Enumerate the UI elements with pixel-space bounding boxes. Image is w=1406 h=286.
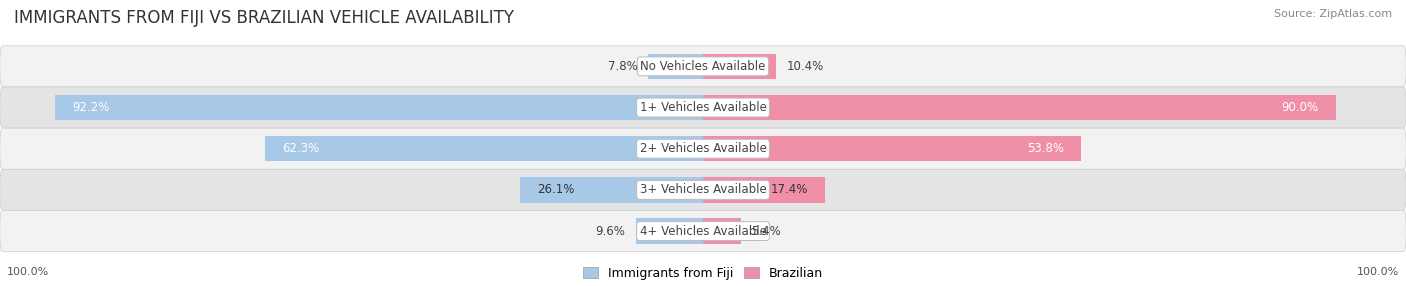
- Bar: [703, 136, 1081, 162]
- FancyBboxPatch shape: [0, 128, 1406, 169]
- Bar: [636, 218, 703, 244]
- Text: 2+ Vehicles Available: 2+ Vehicles Available: [640, 142, 766, 155]
- Bar: [264, 136, 703, 162]
- Text: 100.0%: 100.0%: [1357, 267, 1399, 277]
- Bar: [648, 53, 703, 79]
- FancyBboxPatch shape: [0, 210, 1406, 252]
- Bar: [703, 218, 741, 244]
- Text: 92.2%: 92.2%: [73, 101, 110, 114]
- Bar: [703, 95, 1336, 120]
- Text: 90.0%: 90.0%: [1281, 101, 1319, 114]
- Bar: [520, 177, 703, 203]
- Text: 9.6%: 9.6%: [595, 225, 624, 238]
- Text: 4+ Vehicles Available: 4+ Vehicles Available: [640, 225, 766, 238]
- Bar: [703, 177, 825, 203]
- Text: Source: ZipAtlas.com: Source: ZipAtlas.com: [1274, 9, 1392, 19]
- Text: 100.0%: 100.0%: [7, 267, 49, 277]
- Text: IMMIGRANTS FROM FIJI VS BRAZILIAN VEHICLE AVAILABILITY: IMMIGRANTS FROM FIJI VS BRAZILIAN VEHICL…: [14, 9, 515, 27]
- Legend: Immigrants from Fiji, Brazilian: Immigrants from Fiji, Brazilian: [583, 267, 823, 280]
- Text: 7.8%: 7.8%: [607, 60, 638, 73]
- Text: 62.3%: 62.3%: [283, 142, 319, 155]
- Text: 26.1%: 26.1%: [537, 183, 575, 196]
- Text: 53.8%: 53.8%: [1026, 142, 1064, 155]
- Text: No Vehicles Available: No Vehicles Available: [640, 60, 766, 73]
- Bar: [55, 95, 703, 120]
- FancyBboxPatch shape: [0, 169, 1406, 210]
- Text: 10.4%: 10.4%: [787, 60, 824, 73]
- Text: 5.4%: 5.4%: [752, 225, 782, 238]
- FancyBboxPatch shape: [0, 87, 1406, 128]
- Text: 17.4%: 17.4%: [770, 183, 807, 196]
- FancyBboxPatch shape: [0, 46, 1406, 87]
- Bar: [703, 53, 776, 79]
- Text: 3+ Vehicles Available: 3+ Vehicles Available: [640, 183, 766, 196]
- Text: 1+ Vehicles Available: 1+ Vehicles Available: [640, 101, 766, 114]
